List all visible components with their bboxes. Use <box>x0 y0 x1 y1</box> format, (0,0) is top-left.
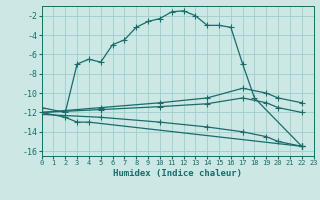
X-axis label: Humidex (Indice chaleur): Humidex (Indice chaleur) <box>113 169 242 178</box>
